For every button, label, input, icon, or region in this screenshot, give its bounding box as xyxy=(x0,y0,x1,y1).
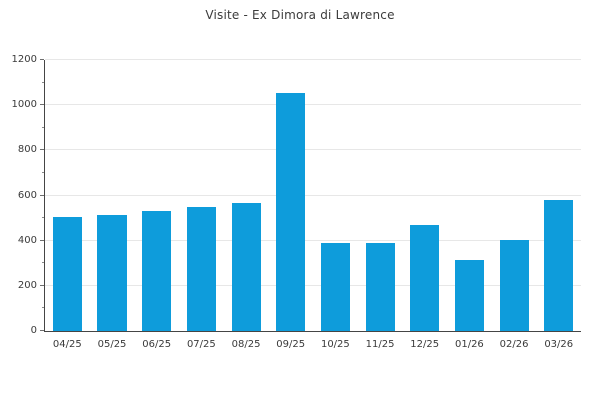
y-tick-label: 0 xyxy=(30,325,37,336)
x-tick-label: 05/25 xyxy=(97,339,127,350)
chart-title: Visite - Ex Dimora di Lawrence xyxy=(205,8,395,22)
y-major-tick xyxy=(40,330,44,331)
bar-slot xyxy=(447,60,492,331)
bar-02-26 xyxy=(499,240,529,331)
y-tick-label: 400 xyxy=(17,234,37,246)
bar-slot xyxy=(358,60,403,331)
bar-04-25 xyxy=(52,216,82,331)
bar-slot xyxy=(90,60,135,331)
bar-09-25 xyxy=(276,92,306,331)
gridline xyxy=(45,104,581,106)
bar-06-25 xyxy=(142,211,172,331)
bar-slot xyxy=(536,60,581,331)
y-major-tick xyxy=(40,59,44,60)
x-tick-label: 02/26 xyxy=(499,339,529,350)
bar-07-25 xyxy=(186,206,216,331)
y-minor-tick xyxy=(42,217,44,219)
bar-slot xyxy=(313,60,358,331)
bar-slot xyxy=(134,60,179,331)
bar-10-25 xyxy=(320,243,350,331)
bar-12-25 xyxy=(410,224,440,331)
bar-slot xyxy=(45,60,90,331)
bar-05-25 xyxy=(97,215,127,331)
x-tick-label: 04/25 xyxy=(52,339,82,350)
bar-08-25 xyxy=(231,203,261,331)
y-major-tick xyxy=(40,194,44,196)
bar-slot xyxy=(268,60,313,331)
bar-11-25 xyxy=(365,242,395,331)
bar-03-26 xyxy=(544,199,574,331)
x-tick-label: 06/25 xyxy=(142,339,172,350)
y-tick-label: 800 xyxy=(17,144,37,156)
bar-slot xyxy=(179,60,224,331)
bar-01-26 xyxy=(454,260,484,331)
x-tick-label: 09/25 xyxy=(276,339,306,350)
y-major-tick xyxy=(40,239,44,241)
plot-area: 04/25 05/25 06/25 07/25 08/25 09/25 10/25 11/25… xyxy=(12,55,581,350)
y-tick-label: 600 xyxy=(17,189,37,201)
y-minor-tick xyxy=(42,262,44,264)
x-tick-label: 01/26 xyxy=(454,339,484,350)
y-major-tick xyxy=(40,104,44,106)
y-tick-label: 200 xyxy=(17,279,37,291)
x-tick-label: 11/25 xyxy=(365,339,395,350)
y-tick-label: 1200 xyxy=(11,54,37,65)
bar-slot xyxy=(492,60,537,331)
y-major-tick xyxy=(40,149,44,151)
y-minor-tick xyxy=(42,171,44,173)
x-tick-label: 07/25 xyxy=(186,339,216,350)
x-tick-label: 12/25 xyxy=(410,339,440,350)
x-tick-label: 08/25 xyxy=(231,339,261,350)
gridline xyxy=(45,149,581,151)
y-major-tick xyxy=(40,284,44,286)
bars-layer xyxy=(45,60,581,331)
y-tick-label: 1000 xyxy=(11,99,37,111)
y-minor-tick xyxy=(42,307,44,309)
bar-slot xyxy=(224,60,269,331)
x-tick-label: 03/26 xyxy=(544,339,574,350)
gridline xyxy=(45,284,581,286)
x-axis-labels: 04/25 05/25 06/25 07/25 08/25 09/25 10/25 11/25… xyxy=(45,339,581,350)
gridline xyxy=(45,194,581,196)
bar-slot xyxy=(402,60,447,331)
x-tick-label: 10/25 xyxy=(320,339,350,350)
gridline xyxy=(45,59,581,60)
y-minor-tick xyxy=(42,81,44,83)
y-minor-tick xyxy=(42,126,44,128)
gridline xyxy=(45,239,581,241)
